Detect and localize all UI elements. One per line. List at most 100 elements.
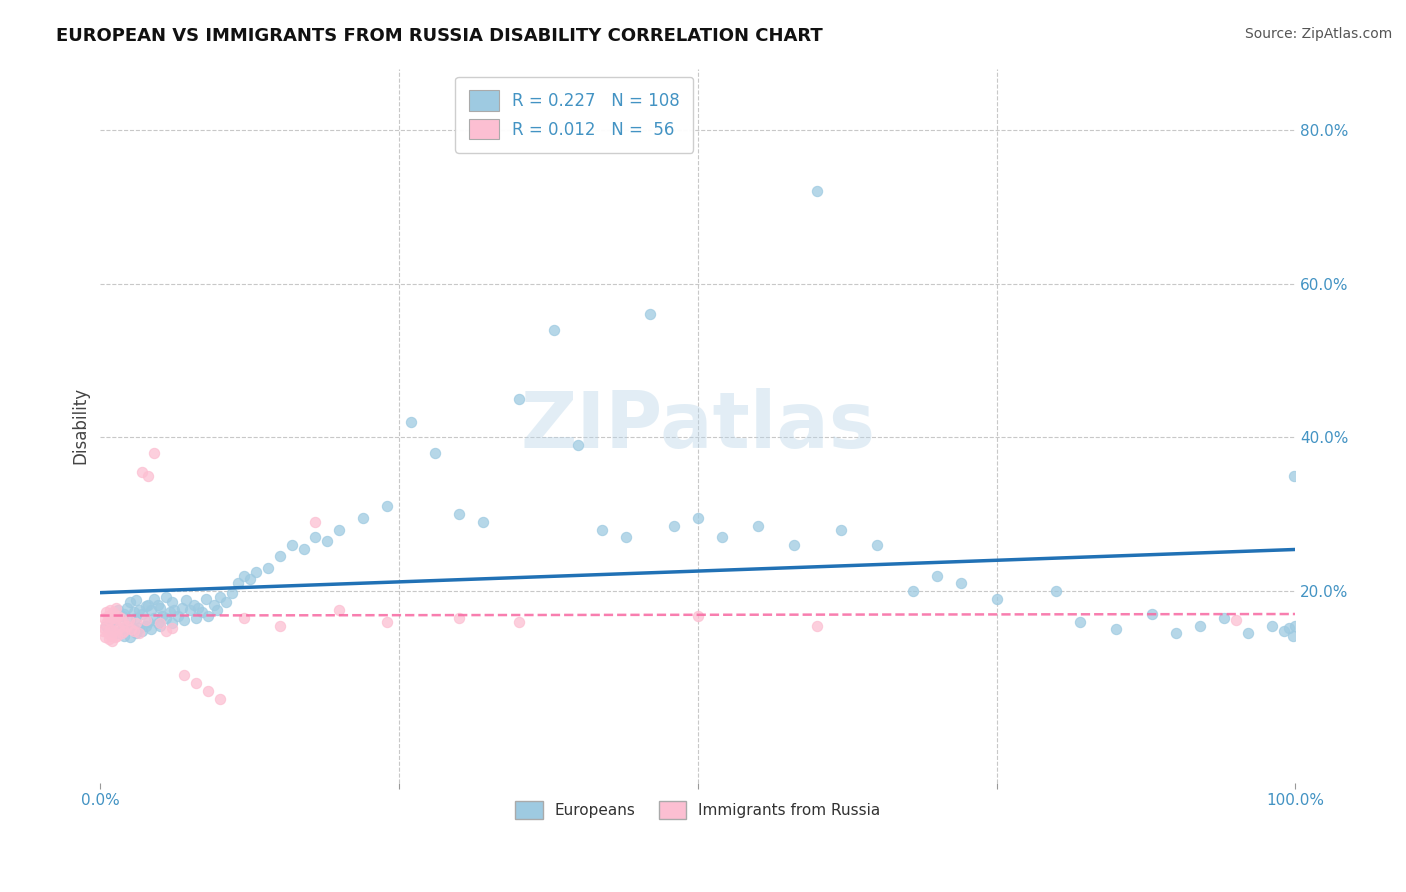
Point: [1284, 618, 1306, 632]
Point: [104, 618, 127, 632]
Point: [122, 623, 145, 637]
Point: [1260, 618, 1282, 632]
Point: [112, 624, 135, 638]
Point: [686, 608, 709, 623]
Point: [686, 511, 709, 525]
Point: [93, 621, 115, 635]
Point: [131, 465, 153, 479]
Point: [131, 624, 153, 638]
Point: [471, 515, 494, 529]
Point: [280, 538, 302, 552]
Point: [226, 576, 249, 591]
Point: [207, 603, 229, 617]
Point: [139, 623, 162, 637]
Point: [202, 598, 225, 612]
Point: [183, 598, 205, 612]
Point: [125, 593, 148, 607]
Point: [710, 530, 733, 544]
Point: [543, 323, 565, 337]
Point: [232, 611, 254, 625]
Point: [1278, 621, 1301, 635]
Y-axis label: Disability: Disability: [72, 387, 89, 465]
Point: [93, 611, 115, 625]
Point: [167, 608, 190, 623]
Point: [104, 600, 127, 615]
Point: [96, 606, 118, 620]
Point: [104, 613, 127, 627]
Point: [125, 616, 148, 631]
Point: [118, 613, 141, 627]
Point: [111, 626, 134, 640]
Point: [135, 618, 157, 632]
Point: [101, 634, 124, 648]
Point: [239, 573, 262, 587]
Point: [1188, 618, 1211, 632]
Point: [115, 600, 138, 615]
Point: [96, 618, 118, 632]
Point: [94, 630, 117, 644]
Point: [830, 523, 852, 537]
Point: [447, 611, 470, 625]
Point: [184, 676, 207, 690]
Point: [782, 538, 804, 552]
Point: [256, 561, 278, 575]
Text: EUROPEAN VS IMMIGRANTS FROM RUSSIA DISABILITY CORRELATION CHART: EUROPEAN VS IMMIGRANTS FROM RUSSIA DISAB…: [56, 27, 823, 45]
Point: [986, 591, 1008, 606]
Point: [567, 438, 589, 452]
Point: [292, 541, 315, 556]
Point: [136, 598, 159, 612]
Point: [375, 615, 398, 629]
Point: [120, 613, 142, 627]
Point: [170, 600, 193, 615]
Point: [115, 618, 138, 632]
Point: [328, 603, 350, 617]
Point: [614, 530, 637, 544]
Point: [101, 624, 124, 638]
Point: [197, 608, 219, 623]
Point: [1284, 468, 1306, 483]
Point: [508, 615, 530, 629]
Point: [149, 600, 172, 615]
Point: [1282, 628, 1305, 642]
Point: [97, 632, 120, 646]
Point: [1164, 626, 1187, 640]
Point: [1069, 615, 1091, 629]
Point: [104, 611, 127, 625]
Point: [128, 621, 150, 635]
Point: [96, 608, 118, 623]
Point: [163, 603, 186, 617]
Point: [949, 576, 972, 591]
Point: [901, 584, 924, 599]
Point: [122, 624, 145, 638]
Point: [160, 595, 183, 609]
Point: [155, 590, 177, 604]
Point: [806, 618, 828, 632]
Point: [111, 623, 134, 637]
Point: [149, 616, 172, 631]
Point: [125, 626, 148, 640]
Point: [1225, 613, 1247, 627]
Point: [143, 611, 166, 625]
Point: [173, 668, 195, 682]
Legend: Europeans, Immigrants from Russia: Europeans, Immigrants from Russia: [509, 795, 887, 825]
Point: [115, 618, 138, 632]
Point: [120, 623, 142, 637]
Point: [128, 603, 150, 617]
Point: [184, 611, 207, 625]
Point: [131, 607, 153, 621]
Point: [143, 591, 166, 606]
Point: [125, 611, 148, 625]
Point: [139, 603, 162, 617]
Point: [98, 615, 121, 629]
Point: [135, 613, 157, 627]
Point: [221, 585, 243, 599]
Point: [508, 392, 530, 406]
Point: [136, 468, 159, 483]
Point: [179, 603, 201, 617]
Point: [423, 445, 446, 459]
Point: [108, 621, 131, 635]
Point: [197, 683, 219, 698]
Point: [136, 615, 159, 629]
Point: [135, 599, 157, 614]
Point: [208, 590, 231, 604]
